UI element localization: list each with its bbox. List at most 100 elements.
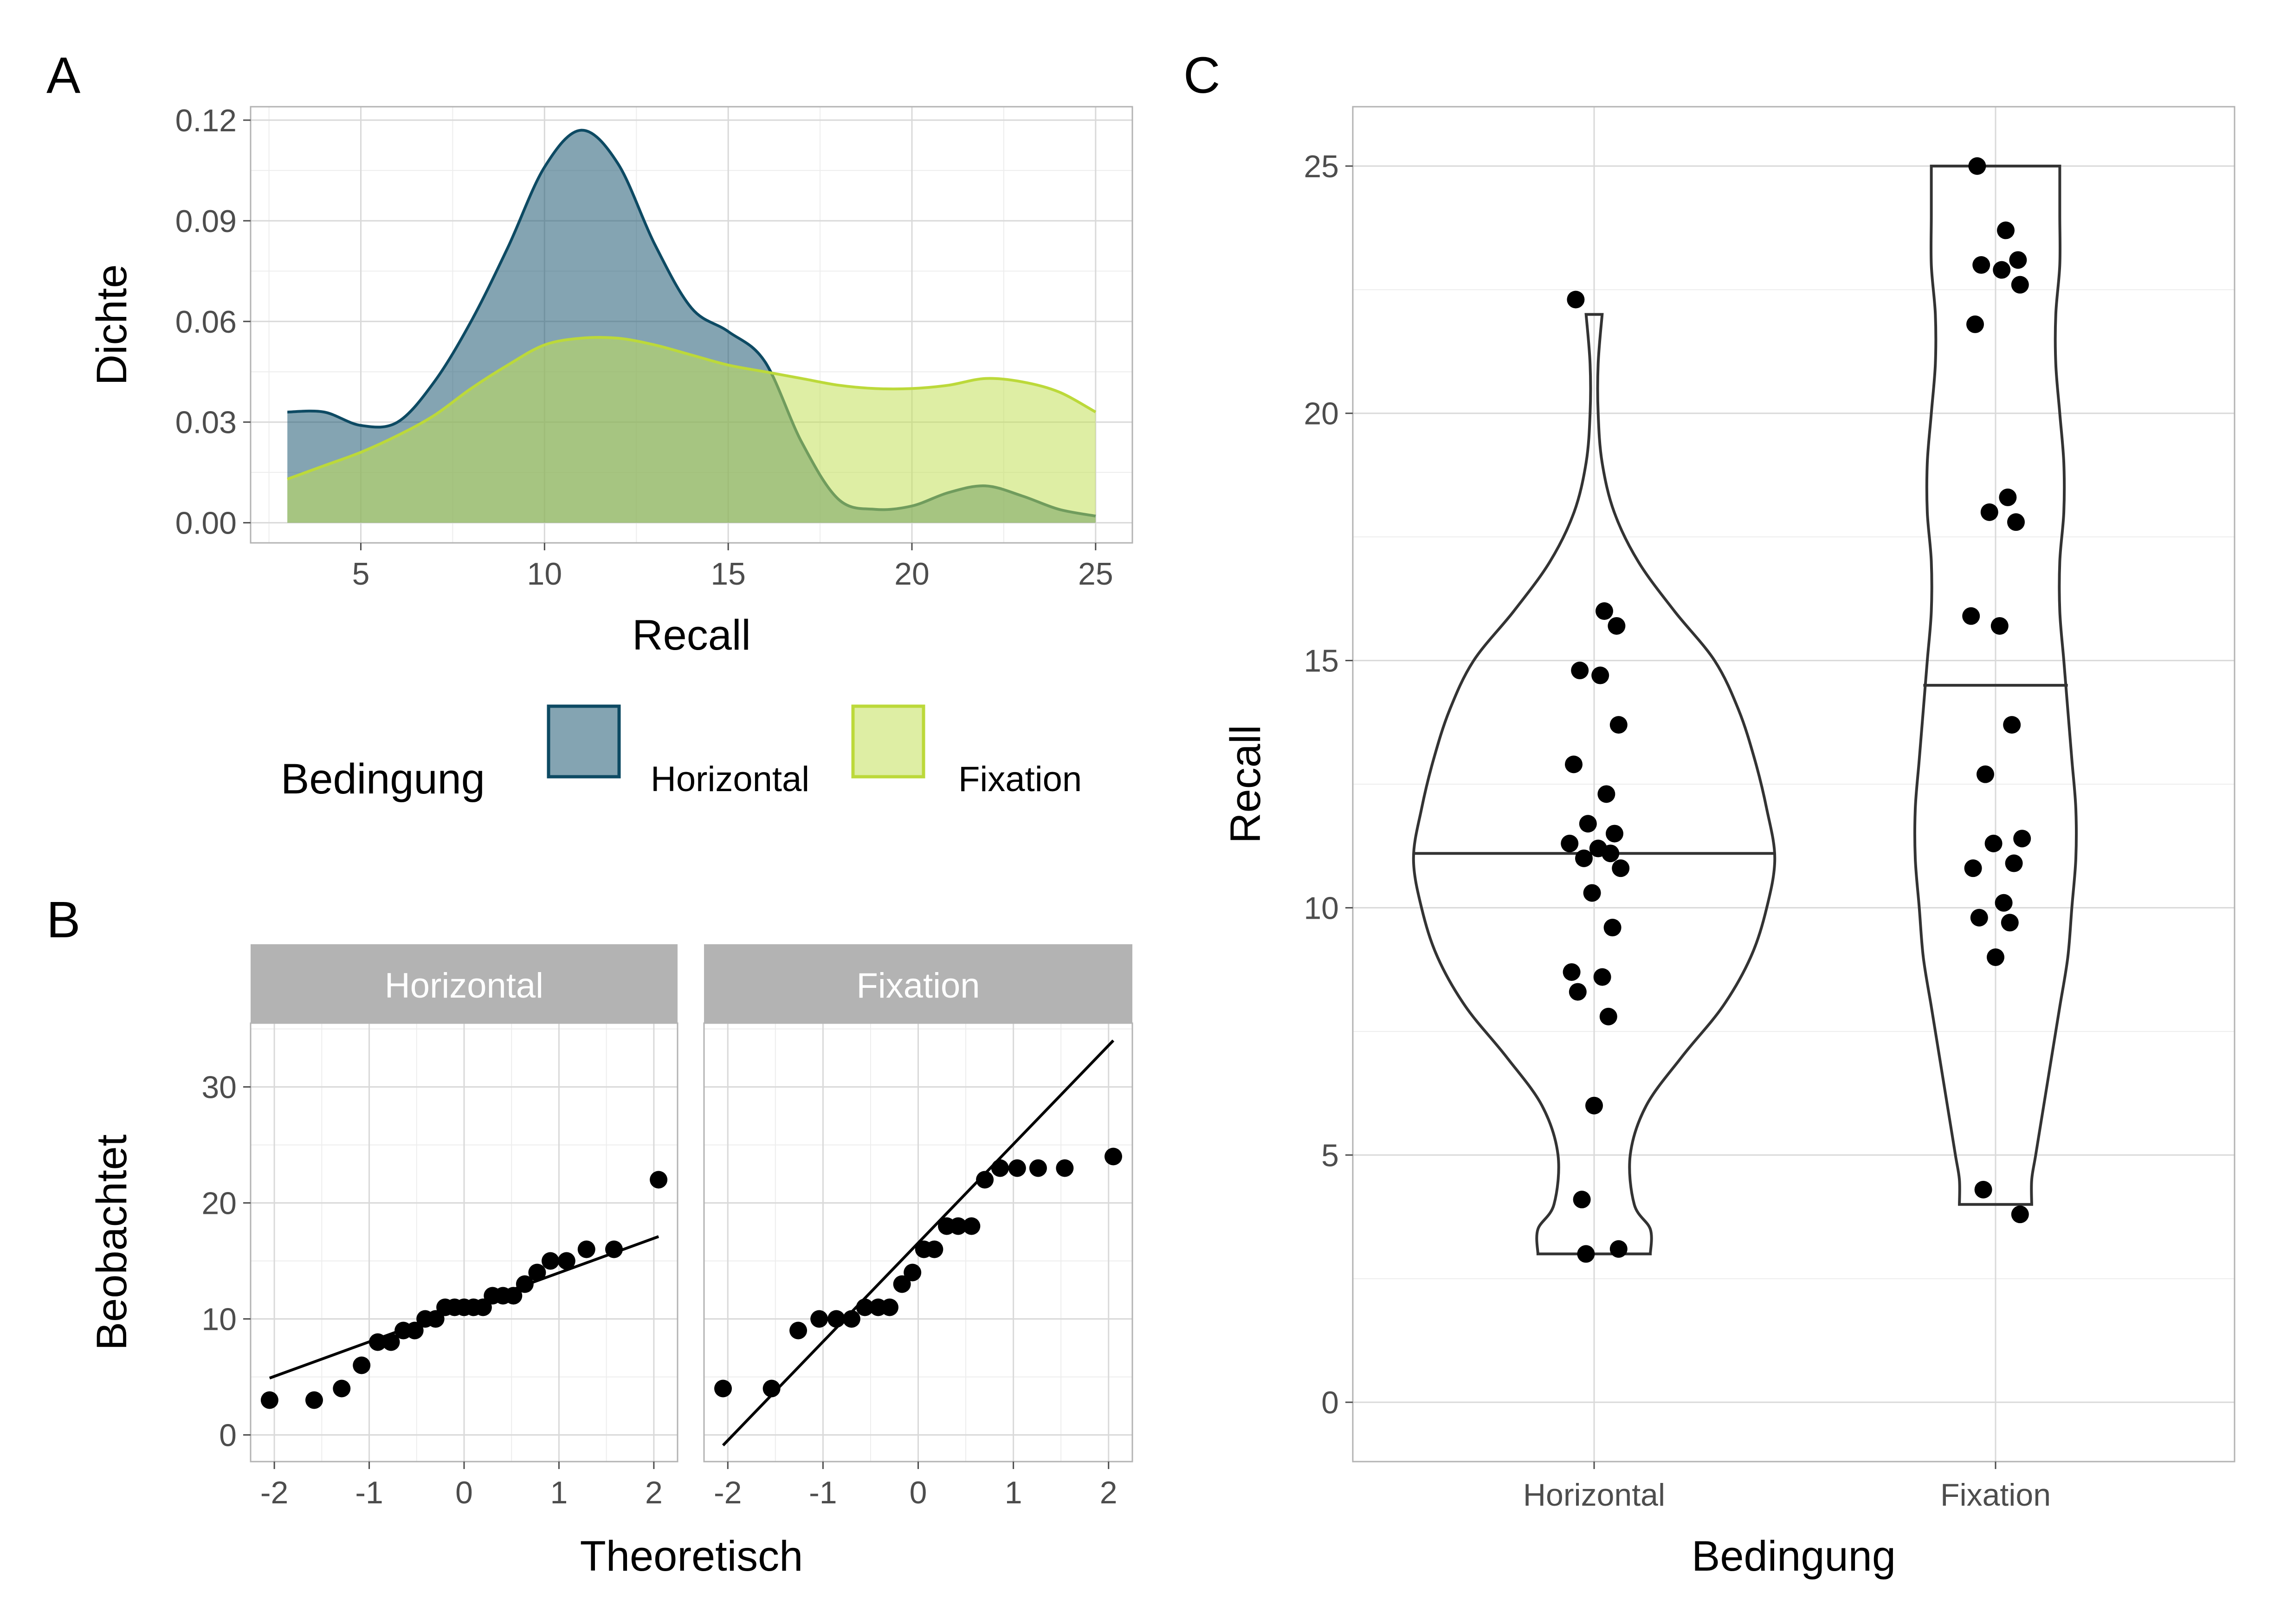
y-tick-label: 25	[1304, 149, 1339, 184]
qq-point	[333, 1379, 351, 1398]
qq-point	[382, 1333, 400, 1351]
data-point	[1583, 884, 1601, 902]
data-point	[1602, 844, 1620, 863]
y-tick-label: 0.12	[175, 103, 237, 138]
qq-point	[925, 1240, 943, 1258]
panel-tag-c: C	[1183, 47, 1220, 104]
y-axis-title: Beobachtet	[88, 1134, 136, 1350]
data-point	[1974, 1180, 1992, 1199]
x-tick-label: 1	[1005, 1475, 1022, 1510]
qq-point	[368, 1333, 387, 1351]
qq-point	[577, 1240, 595, 1258]
data-point	[1597, 785, 1615, 803]
y-tick-label: 0.06	[175, 304, 237, 340]
legend-label-fixation: Fixation	[958, 760, 1082, 799]
y-tick-label: 10	[1304, 890, 1339, 926]
x-tick-label: Horizontal	[1523, 1477, 1665, 1513]
data-point	[1609, 1240, 1628, 1258]
data-point	[1606, 825, 1623, 843]
y-tick-label: 0.09	[175, 204, 237, 239]
density-panel: 5 10 15 20 25 0.00 0.03 0.06 0.09 0.12 Recall Dicht…	[88, 103, 1133, 659]
qq-point	[1104, 1147, 1122, 1166]
data-point	[1585, 1096, 1603, 1115]
x-tick-label: 5	[352, 556, 370, 592]
qq-point	[904, 1263, 922, 1282]
facet-strip	[251, 944, 678, 1023]
panel-border	[250, 106, 1133, 544]
data-point	[1984, 834, 2003, 852]
data-point	[1968, 157, 1986, 175]
violin-horizontal	[1412, 313, 1777, 1256]
data-point	[1966, 315, 1984, 333]
y-tick-label: 30	[201, 1070, 237, 1105]
data-point	[1977, 765, 1994, 783]
data-point	[2007, 513, 2025, 531]
panel-border	[1352, 106, 2235, 1463]
x-tick-label: 10	[527, 556, 562, 592]
data-point	[1609, 716, 1628, 734]
qq-point	[528, 1263, 546, 1282]
data-point	[1612, 859, 1630, 877]
data-point	[1964, 859, 1982, 877]
data-point	[2009, 251, 2027, 269]
x-tick-label: Fixation	[1940, 1477, 2051, 1513]
density-area-fixation	[287, 337, 1096, 523]
qq-point	[406, 1321, 424, 1340]
data-point	[1980, 503, 1998, 521]
data-point	[1972, 256, 1990, 274]
qq-point	[827, 1310, 846, 1328]
x-tick-label: 20	[894, 556, 930, 592]
qq-point	[605, 1240, 623, 1258]
qq-point	[542, 1252, 560, 1270]
data-point	[1567, 290, 1585, 309]
qq-point	[789, 1321, 808, 1340]
data-point	[1577, 1245, 1595, 1263]
qq-point	[893, 1275, 911, 1293]
x-tick-label: 2	[1100, 1475, 1118, 1510]
data-point	[1573, 1191, 1591, 1209]
data-point	[1993, 261, 2011, 279]
qq-point	[353, 1356, 371, 1374]
qq-point	[842, 1310, 860, 1328]
data-point	[2003, 716, 2021, 734]
data-point	[1995, 894, 2013, 912]
violin-fixation	[1913, 164, 2078, 1206]
data-point	[1970, 909, 1988, 927]
qq-point	[880, 1298, 898, 1316]
y-axis-title: Recall	[1222, 725, 1269, 844]
data-point	[1565, 755, 1583, 773]
y-tick-label: 0	[1321, 1385, 1339, 1420]
data-point	[1987, 948, 2004, 966]
data-point	[2011, 1205, 2029, 1224]
facet-strip	[704, 944, 1132, 1023]
qq-point	[856, 1298, 874, 1316]
facet-strip-label: Horizontal	[385, 966, 543, 1005]
x-tick-label: 1	[550, 1475, 568, 1510]
data-point	[1997, 221, 2015, 239]
qq-point	[260, 1391, 278, 1409]
y-axis-title: Dichte	[88, 264, 136, 386]
x-tick-label: -1	[809, 1475, 837, 1510]
y-tick-label: 15	[1304, 644, 1339, 679]
data-point	[1571, 661, 1589, 679]
x-tick-label: 15	[711, 556, 746, 592]
panel-tag-a: A	[46, 47, 81, 104]
y-tick-label: 0.03	[175, 405, 237, 440]
y-tick-label: 0	[219, 1418, 237, 1453]
facet-strip-label: Fixation	[856, 966, 980, 1005]
data-point	[1962, 607, 1980, 625]
x-tick-label: 2	[645, 1475, 663, 1510]
qq-point	[1056, 1159, 1074, 1177]
y-tick-label: 5	[1321, 1138, 1339, 1173]
x-tick-label: -2	[714, 1475, 742, 1510]
data-point	[2001, 914, 2019, 932]
data-point	[1575, 849, 1593, 867]
data-point	[1579, 815, 1597, 833]
legend-label-horizontal: Horizontal	[651, 760, 809, 799]
qq-point	[963, 1217, 981, 1235]
violin-panel: 0 5 10 15 20 25 Horizontal Fixation Bedingung Rec…	[1222, 106, 2235, 1580]
y-tick-label: 20	[201, 1186, 237, 1221]
qq-point	[305, 1391, 323, 1409]
